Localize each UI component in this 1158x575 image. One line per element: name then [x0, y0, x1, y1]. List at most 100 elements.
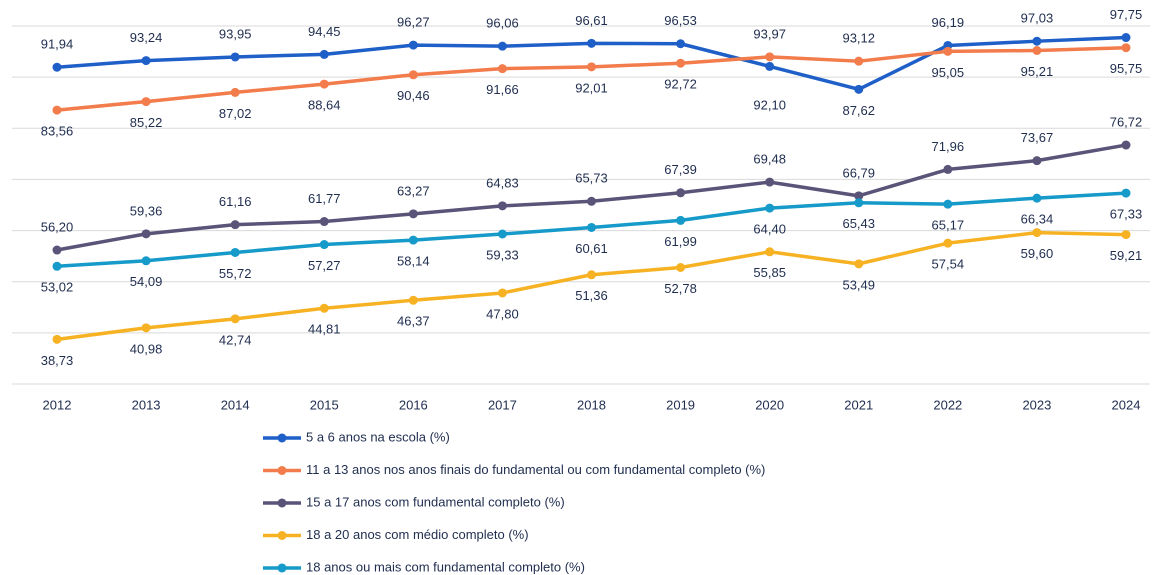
data-label: 53,02: [41, 280, 74, 295]
data-point: [141, 323, 151, 333]
data-label: 67,33: [1110, 207, 1143, 222]
data-label: 90,46: [397, 88, 430, 103]
legend-label: 18 a 20 anos com médio completo (%): [306, 527, 529, 542]
data-point: [52, 62, 62, 72]
data-point: [587, 38, 596, 48]
data-label: 61,99: [664, 234, 697, 249]
data-point: [676, 188, 686, 198]
data-point: [52, 334, 62, 344]
x-tick-label: 2021: [844, 397, 873, 412]
data-point: [943, 46, 953, 56]
data-label: 54,09: [130, 274, 163, 289]
data-label: 69,48: [753, 152, 786, 167]
data-label: 87,02: [219, 106, 252, 121]
data-point: [230, 247, 240, 257]
data-point: [1032, 193, 1042, 203]
legend-label: 15 a 17 anos com fundamental completo (%…: [306, 494, 565, 509]
data-point: [587, 62, 596, 72]
data-label: 40,98: [130, 341, 163, 356]
data-label: 56,20: [41, 219, 74, 234]
data-point: [676, 39, 686, 49]
data-label: 60,61: [575, 241, 608, 256]
data-point: [587, 196, 596, 206]
legend-marker: [277, 563, 287, 573]
data-label: 97,75: [1110, 7, 1143, 22]
data-point: [230, 314, 240, 324]
data-label: 97,03: [1021, 11, 1054, 26]
data-label: 92,10: [753, 97, 786, 112]
data-label: 85,22: [130, 115, 163, 130]
data-point: [587, 270, 596, 280]
data-label: 63,27: [397, 183, 430, 198]
data-point: [765, 52, 775, 62]
legend-label: 5 a 6 anos na escola (%): [306, 429, 450, 444]
data-point: [1121, 230, 1131, 240]
legend-marker: [277, 498, 287, 508]
data-point: [52, 245, 62, 255]
data-label: 57,54: [932, 257, 965, 272]
data-label: 55,85: [753, 265, 786, 280]
data-point: [408, 235, 418, 245]
data-point: [52, 261, 62, 271]
data-point: [765, 61, 775, 71]
legend-label: 18 anos ou mais com fundamental completo…: [306, 559, 585, 574]
data-point: [943, 164, 953, 174]
legend-label: 11 a 13 anos nos anos finais do fundamen…: [306, 462, 765, 477]
data-point: [408, 295, 418, 305]
data-label: 96,61: [575, 13, 608, 28]
data-point: [1121, 140, 1131, 150]
data-point: [319, 49, 329, 59]
data-label: 71,96: [932, 139, 965, 154]
data-label: 96,27: [397, 15, 430, 30]
data-label: 61,16: [219, 194, 252, 209]
data-label: 44,81: [308, 322, 341, 337]
data-label: 55,72: [219, 266, 252, 281]
x-tick-label: 2014: [221, 397, 250, 412]
data-label: 64,83: [486, 175, 519, 190]
data-point: [676, 58, 686, 68]
data-label: 96,19: [932, 15, 965, 30]
data-point: [319, 240, 329, 250]
legend-marker: [277, 531, 287, 540]
data-point: [854, 198, 864, 208]
data-label: 64,40: [753, 222, 786, 237]
data-point: [230, 87, 240, 97]
data-label: 52,78: [664, 281, 697, 296]
data-point: [497, 288, 507, 298]
x-tick-label: 2016: [399, 397, 428, 412]
data-label: 88,64: [308, 98, 341, 113]
data-point: [854, 56, 864, 66]
data-point: [1121, 33, 1131, 43]
data-point: [408, 209, 418, 219]
data-label: 59,60: [1021, 246, 1054, 261]
data-label: 92,72: [664, 77, 697, 92]
data-point: [943, 238, 953, 248]
data-label: 66,34: [1021, 212, 1054, 227]
data-label: 91,66: [486, 82, 519, 97]
data-point: [408, 40, 418, 50]
data-point: [1121, 188, 1131, 198]
data-label: 93,95: [219, 26, 252, 41]
data-point: [497, 229, 507, 239]
data-label: 42,74: [219, 332, 252, 347]
data-point: [1032, 228, 1042, 238]
data-point: [319, 303, 329, 313]
x-tick-label: 2012: [43, 397, 72, 412]
x-tick-label: 2013: [132, 397, 161, 412]
data-label: 91,94: [41, 37, 74, 52]
data-point: [676, 262, 686, 272]
data-point: [765, 177, 775, 187]
data-point: [676, 215, 686, 225]
data-point: [141, 56, 151, 66]
data-label: 95,05: [932, 65, 965, 80]
data-label: 76,72: [1110, 114, 1143, 129]
data-point: [765, 247, 775, 257]
legend-marker: [277, 466, 287, 475]
data-label: 61,77: [308, 191, 341, 206]
data-label: 65,73: [575, 171, 608, 186]
legend-marker: [277, 433, 287, 443]
x-tick-label: 2017: [488, 397, 517, 412]
data-point: [408, 70, 418, 80]
data-point: [854, 191, 864, 201]
